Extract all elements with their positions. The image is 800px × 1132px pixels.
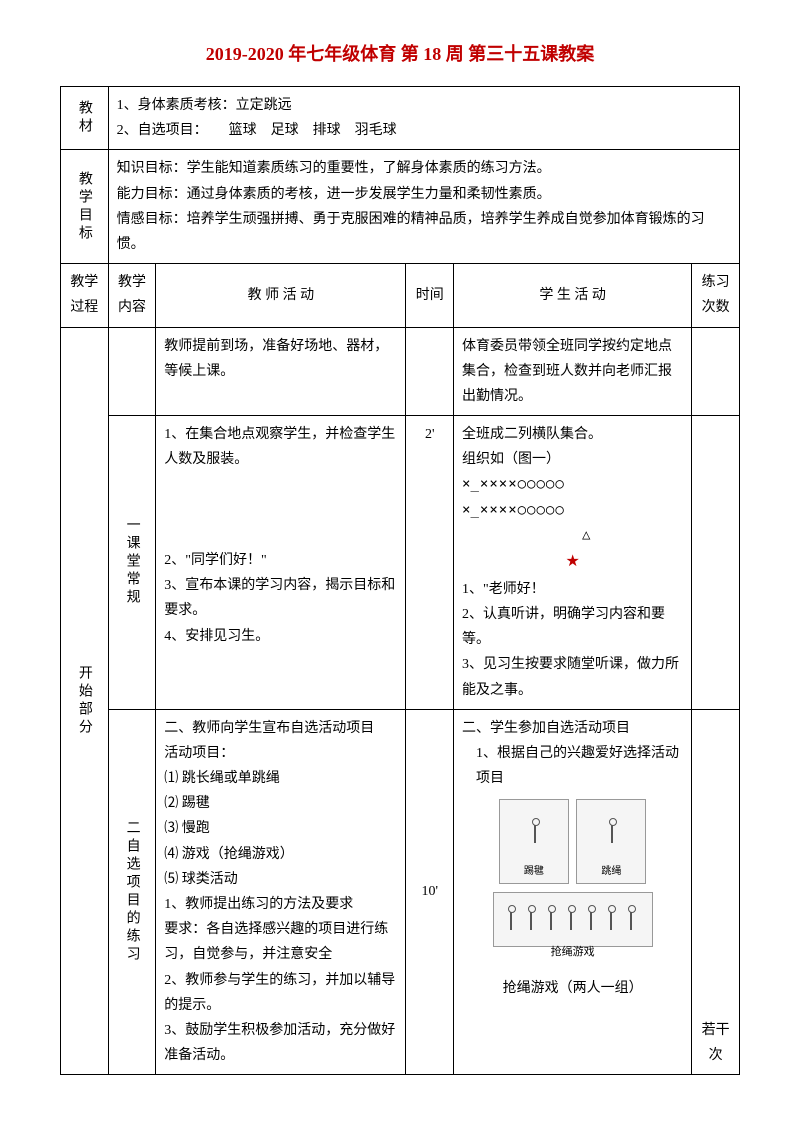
col-process: 教学过程 [61, 264, 109, 327]
page-title: 2019-2020 年七年级体育 第 18 周 第三十五课教案 [60, 40, 740, 66]
table-row: 一课堂常规 1、在集合地点观察学生，并检查学生人数及服装。 2、"同学们好！" … [61, 416, 740, 710]
formation-line: △ [462, 523, 683, 548]
text-line: 1、根据自己的兴趣爱好选择活动项目 [462, 741, 683, 791]
activity-image [499, 799, 569, 884]
text-caption: 抢绳游戏（两人一组） [462, 976, 683, 1001]
materials-cell: 1、身体素质考核：立定跳远 2、自选项目： 篮球 足球 排球 羽毛球 [108, 87, 739, 150]
text-line: 1、在集合地点观察学生，并检查学生人数及服装。 [164, 422, 397, 472]
table-row: 教材 1、身体素质考核：立定跳远 2、自选项目： 篮球 足球 排球 羽毛球 [61, 87, 740, 150]
col-teacher: 教 师 活 动 [156, 264, 406, 327]
teacher-s1: 1、在集合地点观察学生，并检查学生人数及服装。 2、"同学们好！" 3、宣布本课… [156, 416, 406, 710]
text-line: 二、学生参加自选活动项目 [462, 716, 683, 741]
text-line: 2、教师参与学生的练习，并加以辅导的提示。 [164, 968, 397, 1018]
formation-line: ×̲××××○○○○○ [462, 498, 683, 523]
text-line: 3、见习生按要求随堂听课，做力所能及之事。 [462, 652, 683, 702]
goal-line: 能力目标：通过身体素质的考核，进一步发展学生力量和柔韧性素质。 [117, 182, 731, 207]
goal-line: 情感目标：培养学生顽强拼搏、勇于克服困难的精神品质，培养学生养成自觉参加体育锻炼… [117, 207, 731, 257]
figure-row [462, 797, 683, 886]
section2-label: 二自选项目的练习 [108, 709, 156, 1075]
activity-image [576, 799, 646, 884]
goals-cell: 知识目标：学生能知道素质练习的重要性，了解身体素质的练习方法。 能力目标：通过身… [108, 150, 739, 264]
materials-label: 教材 [61, 87, 109, 150]
formation-line: ×̲××××○○○○○ [462, 472, 683, 497]
text-line: 1、教师提出练习的方法及要求 [164, 892, 397, 917]
col-time: 时间 [406, 264, 454, 327]
text-line: ⑷ 游戏（抢绳游戏） [164, 842, 397, 867]
time-s1: 2' [406, 416, 454, 710]
materials-line: 2、自选项目： 篮球 足球 排球 羽毛球 [117, 118, 731, 143]
star-icon: ★ [462, 548, 683, 577]
text-line: 3、鼓励学生积极参加活动，充分做好准备活动。 [164, 1018, 397, 1068]
table-header-row: 教学过程 教学内容 教 师 活 动 时间 学 生 活 动 练习次数 [61, 264, 740, 327]
text-line: ⑶ 慢跑 [164, 816, 397, 841]
table-row: 二自选项目的练习 二、教师向学生宣布自选活动项目 活动项目： ⑴ 跳长绳或单跳绳… [61, 709, 740, 1075]
text-line: 组织如（图一） [462, 447, 683, 472]
teacher-s2: 二、教师向学生宣布自选活动项目 活动项目： ⑴ 跳长绳或单跳绳 ⑵ 踢毽 ⑶ 慢… [156, 709, 406, 1075]
text-line: 3、宣布本课的学习内容，揭示目标和要求。 [164, 573, 397, 623]
text-line: 2、认真听讲，明确学习内容和要等。 [462, 602, 683, 652]
table-row: 开始部分 教师提前到场，准备好场地、器材，等候上课。 体育委员带领全班同学按约定… [61, 327, 740, 416]
col-content: 教学内容 [108, 264, 156, 327]
section1-label: 一课堂常规 [108, 416, 156, 710]
goals-label: 教学目标 [61, 150, 109, 264]
reps-empty [692, 416, 740, 710]
student-s2: 二、学生参加自选活动项目 1、根据自己的兴趣爱好选择活动项目 抢 [454, 709, 692, 1075]
text-line: ⑸ 球类活动 [164, 867, 397, 892]
time-empty [406, 327, 454, 416]
text-line: ⑴ 跳长绳或单跳绳 [164, 766, 397, 791]
student-s1: 全班成二列横队集合。 组织如（图一） ×̲××××○○○○○ ×̲××××○○○… [454, 416, 692, 710]
text-line: 全班成二列横队集合。 [462, 422, 683, 447]
reps-s2: 若干次 [692, 709, 740, 1075]
col-reps: 练习次数 [692, 264, 740, 327]
reps-empty [692, 327, 740, 416]
col-student: 学 生 活 动 [454, 264, 692, 327]
text-line: 二、教师向学生宣布自选活动项目 [164, 716, 397, 741]
text-line: 活动项目： [164, 741, 397, 766]
text-line: ⑵ 踢毽 [164, 791, 397, 816]
table-row: 教学目标 知识目标：学生能知道素质练习的重要性，了解身体素质的练习方法。 能力目… [61, 150, 740, 264]
lesson-plan-table: 教材 1、身体素质考核：立定跳远 2、自选项目： 篮球 足球 排球 羽毛球 教学… [60, 86, 740, 1075]
text-line: 4、安排见习生。 [164, 624, 397, 649]
goal-line: 知识目标：学生能知道素质练习的重要性，了解身体素质的练习方法。 [117, 156, 731, 181]
activity-image-wide [493, 892, 653, 947]
teacher-pre: 教师提前到场，准备好场地、器材，等候上课。 [156, 327, 406, 416]
time-s2: 10' [406, 709, 454, 1075]
text-line: 1、"老师好！ [462, 577, 683, 602]
phase-open-label: 开始部分 [61, 327, 109, 1075]
student-pre: 体育委员带领全班同学按约定地点集合，检查到班人数并向老师汇报出勤情况。 [454, 327, 692, 416]
content-empty [108, 327, 156, 416]
text-line: 要求：各自选择感兴趣的项目进行练习，自觉参与，并注意安全 [164, 917, 397, 967]
materials-line: 1、身体素质考核：立定跳远 [117, 93, 731, 118]
text-line: 2、"同学们好！" [164, 548, 397, 573]
